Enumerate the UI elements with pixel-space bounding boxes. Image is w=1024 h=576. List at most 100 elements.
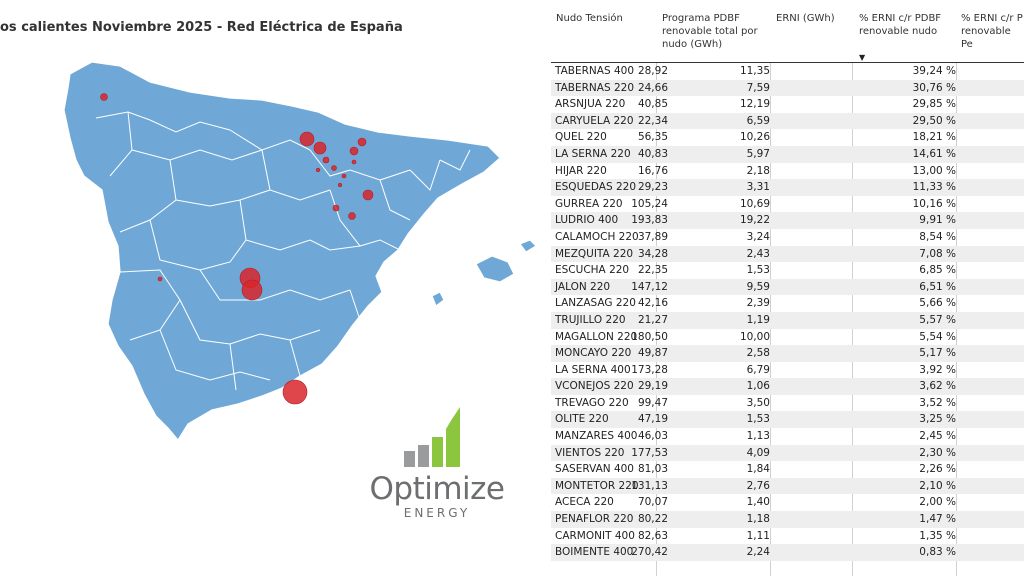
table-row[interactable]: JALON 220 147,12 9,59 6,51 %: [551, 278, 1024, 296]
cell-pct: 10,16 %: [912, 197, 956, 210]
table-row[interactable]: TABERNAS 220 24,66 7,59 30,76 %: [551, 79, 1024, 97]
table-row[interactable]: BOIMENTE 400 270,42 2,24 0,83 %: [551, 544, 1024, 561]
table-row[interactable]: GURREA 220 105,24 10,69 10,16 %: [551, 196, 1024, 213]
cell-nudo: MAGALLON 220: [555, 330, 638, 343]
cell-pct: 3,25 %: [919, 413, 956, 426]
logo-wordmark: Optimize: [369, 471, 505, 507]
map-marker[interactable]: [313, 141, 327, 155]
cell-nudo: SASERVAN 400: [555, 463, 634, 476]
table-row[interactable]: ESQUEDAS 220 29,23 3,31 11,33 %: [551, 179, 1024, 196]
table-row[interactable]: VCONEJOS 220 29,19 1,06 3,62 %: [551, 378, 1024, 395]
cell-programa: 47,19: [637, 413, 668, 426]
cell-programa: 21,27: [637, 313, 668, 326]
cell-programa: 56,35: [637, 131, 668, 144]
table-row[interactable]: ESCUCHA 220 22,35 1,53 6,85 %: [551, 262, 1024, 279]
table-row[interactable]: LA SERNA 220 40,83 5,97 14,61 %: [551, 145, 1024, 163]
col-header-erni[interactable]: ERNI (GWh): [776, 13, 835, 24]
table-row[interactable]: MONCAYO 220 49,87 2,58 5,17 %: [551, 345, 1024, 362]
map-marker[interactable]: [349, 146, 359, 156]
ibiza-shape: [431, 291, 445, 307]
table-row[interactable]: VIENTOS 220 177,53 4,09 2,30 %: [551, 444, 1024, 462]
sort-descending-icon[interactable]: ▼: [859, 53, 866, 62]
cell-erni: 2,24: [746, 546, 770, 559]
table-row[interactable]: CALAMOCH 220 37,89 3,24 8,54 %: [551, 229, 1024, 246]
cell-pct: 29,50 %: [912, 114, 956, 127]
table-row[interactable]: MAGALLON 220 180,50 10,00 5,54 %: [551, 329, 1024, 346]
cell-pct: 9,91 %: [919, 214, 956, 227]
table-row[interactable]: CARMONIT 400 82,63 1,11 1,35 %: [551, 528, 1024, 545]
map-marker[interactable]: [241, 279, 263, 301]
cell-programa: 46,03: [637, 430, 668, 443]
cell-programa: 147,12: [631, 280, 668, 293]
cell-nudo: ESCUCHA 220: [555, 264, 630, 277]
cell-pct: 3,52 %: [919, 396, 956, 409]
cell-pct: 6,51 %: [919, 280, 956, 293]
map-marker[interactable]: [337, 182, 343, 188]
cell-pct: 30,76 %: [912, 81, 956, 94]
col-header-programa[interactable]: Programa PDBF renovable total por nudo (…: [662, 12, 758, 51]
map-marker[interactable]: [315, 167, 321, 173]
cell-erni: 12,19: [739, 98, 770, 111]
map-marker[interactable]: [299, 131, 315, 147]
table-row[interactable]: OLITE 220 47,19 1,53 3,25 %: [551, 411, 1024, 429]
table-row[interactable]: MANZARES 400 46,03 1,13 2,45 %: [551, 428, 1024, 445]
table-row[interactable]: LUDRIO 400 193,83 19,22 9,91 %: [551, 212, 1024, 229]
cell-nudo: LA SERNA 400: [555, 363, 631, 376]
cell-nudo: MANZARES 400: [555, 430, 638, 443]
province-border: [149, 119, 231, 133]
cell-programa: 29,23: [637, 181, 668, 194]
map-marker[interactable]: [357, 137, 367, 147]
map-marker[interactable]: [331, 165, 337, 171]
map-marker[interactable]: [341, 173, 347, 179]
cell-programa: 193,83: [631, 214, 668, 227]
province-borders: [95, 111, 471, 391]
col-header-pct2-line: % ERNI c/r P: [961, 13, 1023, 24]
map-marker[interactable]: [322, 156, 330, 164]
table-row[interactable]: ACECA 220 70,07 1,40 2,00 %: [551, 494, 1024, 511]
cell-erni: 1,19: [746, 313, 770, 326]
table-row[interactable]: PENAFLOR 220 80,22 1,18 1,47 %: [551, 511, 1024, 528]
cell-nudo: PENAFLOR 220: [555, 513, 634, 526]
table-row[interactable]: TREVAGO 220 99,47 3,50 3,52 %: [551, 395, 1024, 412]
cell-pct: 2,26 %: [919, 463, 956, 476]
table-row[interactable]: MEZQUITA 220 34,28 2,43 7,08 %: [551, 245, 1024, 263]
table-row[interactable]: TRUJILLO 220 21,27 1,19 5,57 %: [551, 311, 1024, 329]
cell-pct: 5,17 %: [919, 347, 956, 360]
table-row[interactable]: LA SERNA 400 173,28 6,79 3,92 %: [551, 362, 1024, 379]
cell-programa: 173,28: [631, 363, 668, 376]
cell-pct: 11,33 %: [912, 181, 956, 194]
cell-pct: 1,47 %: [919, 513, 956, 526]
cell-pct: 2,00 %: [919, 496, 956, 509]
map-marker[interactable]: [332, 204, 340, 212]
province-border: [379, 179, 411, 221]
table-row[interactable]: TABERNAS 400 28,92 11,35 39,24 %: [551, 63, 1024, 80]
cell-nudo: ACECA 220: [555, 496, 614, 509]
cell-nudo: OLITE 220: [555, 413, 609, 426]
cell-nudo: ESQUEDAS 220: [555, 181, 637, 194]
table-row[interactable]: ARSNJUA 220 40,85 12,19 29,85 %: [551, 96, 1024, 113]
table-body: TABERNAS 400 28,92 11,35 39,24 % TABERNAS 22…: [551, 62, 1024, 561]
table-row[interactable]: QUEL 220 56,35 10,26 18,21 %: [551, 129, 1024, 146]
table-row[interactable]: LANZASAG 220 42,16 2,39 5,66 %: [551, 295, 1024, 312]
map-marker[interactable]: [351, 159, 357, 165]
col-header-pct[interactable]: % ERNI c/r PDBF renovable nudo: [859, 12, 941, 38]
col-header-nudo[interactable]: Nudo Tensión: [556, 13, 623, 24]
province-border: [159, 329, 271, 381]
col-header-pct2[interactable]: % ERNI c/r P renovable Pe: [961, 12, 1024, 51]
cell-nudo: QUEL 220: [555, 131, 607, 144]
col-header-programa-line: renovable total por: [662, 26, 758, 37]
cell-erni: 2,39: [746, 297, 770, 310]
map-marker[interactable]: [100, 93, 108, 101]
table-row[interactable]: MONTETOR 220 131,13 2,76 2,10 %: [551, 477, 1024, 495]
map-marker[interactable]: [157, 276, 163, 282]
cell-pct: 14,61 %: [912, 147, 956, 160]
map-marker[interactable]: [282, 379, 308, 405]
table-row[interactable]: CARYUELA 220 22,34 6,59 29,50 %: [551, 112, 1024, 130]
cell-nudo: MEZQUITA 220: [555, 247, 634, 260]
cell-nudo: LA SERNA 220: [555, 147, 631, 160]
map-marker[interactable]: [362, 189, 374, 201]
map-marker[interactable]: [348, 212, 356, 220]
table-row[interactable]: HIJAR 220 16,76 2,18 13,00 %: [551, 163, 1024, 180]
table-row[interactable]: SASERVAN 400 81,03 1,84 2,26 %: [551, 461, 1024, 478]
cell-programa: 22,34: [637, 114, 668, 127]
